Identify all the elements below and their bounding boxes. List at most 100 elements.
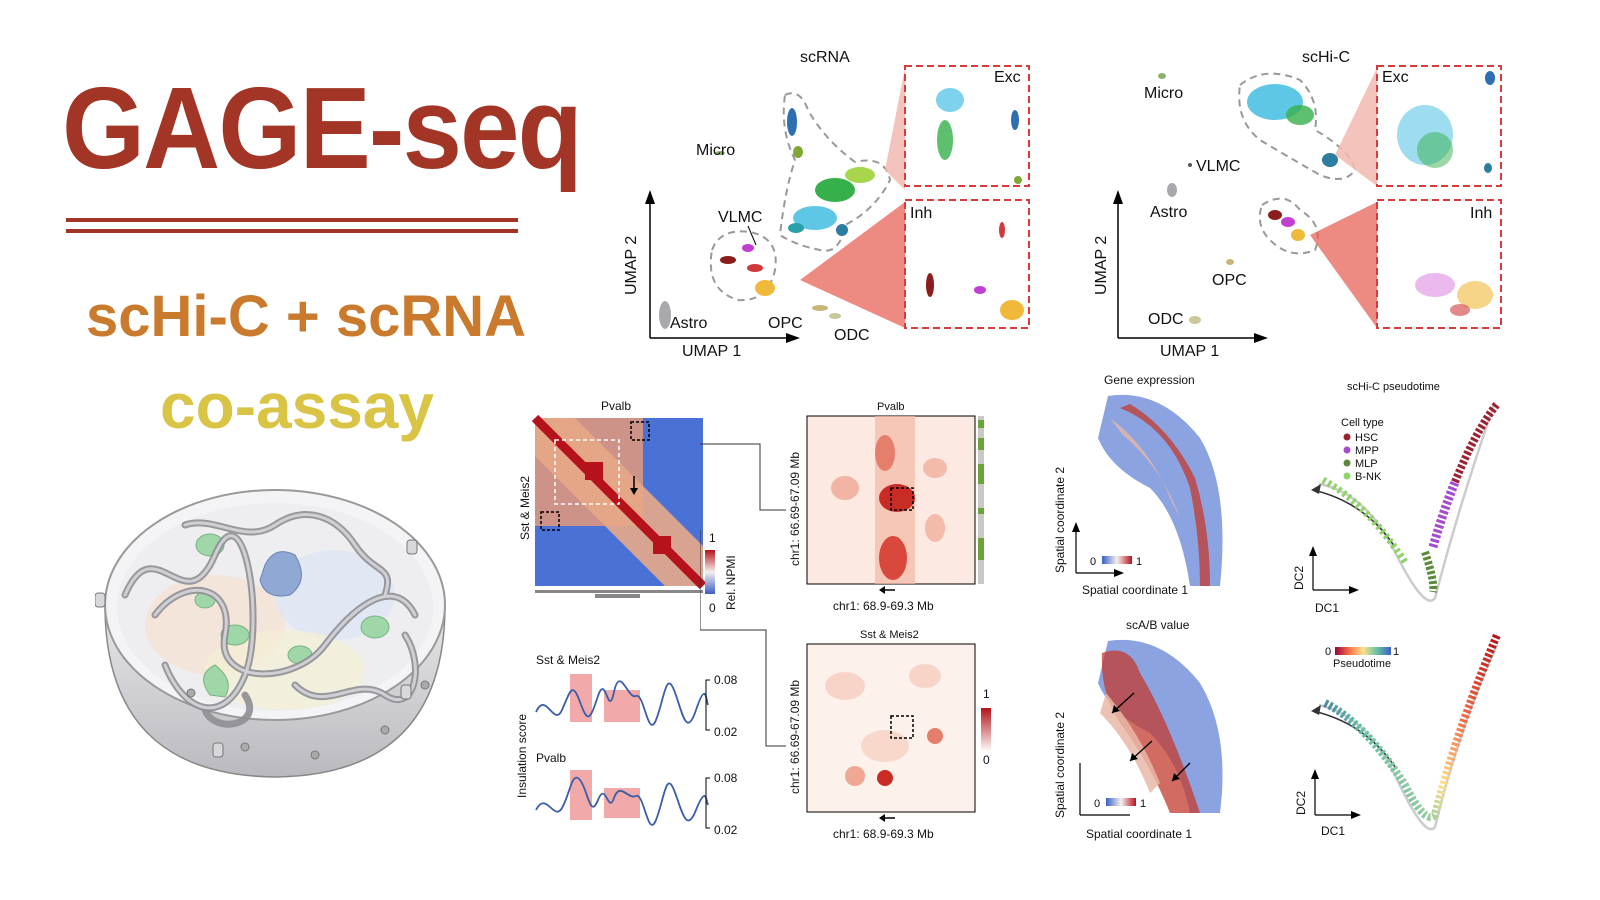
contact-map-ylabel: Sst & Meis2: [518, 476, 532, 540]
umap-schic-label-opc: OPC: [1212, 272, 1247, 289]
pseudotime-cb-min: 0: [1325, 646, 1331, 658]
umap-schic-label-micro: Micro: [1144, 85, 1183, 102]
insulation-ylabel: Insulation score: [515, 714, 529, 798]
zoom-sst-ylabel: chr1: 66.69-67.09 Mb: [788, 680, 802, 794]
legend-label-bnk: B-NK: [1355, 471, 1382, 483]
subtitle-coassay: co-assay: [160, 370, 434, 442]
spatial-ab-ylabel: Spatial coordinate 2: [1053, 712, 1067, 818]
legend-label-mlp: MLP: [1355, 458, 1378, 470]
spatial-gene-ylabel: Spatial coordinate 2: [1053, 467, 1067, 573]
zoom-pvalb-xlabel: chr1: 68.9-69.3 Mb: [833, 599, 934, 613]
insulation-track1-name: Sst & Meis2: [536, 653, 600, 667]
spatial-gene-cb-min: 0: [1090, 556, 1096, 568]
spatial-ab-cb-min: 0: [1094, 798, 1100, 810]
umap-scrna-points: [659, 108, 875, 329]
pseudotime-celltype-ylabel: DC2: [1292, 566, 1306, 590]
zoom-sst-cb-min: 0: [983, 753, 990, 767]
legend-dot-hsc: [1343, 433, 1351, 441]
pseudotime-cb-max: 1: [1393, 646, 1399, 658]
insulation-track1-top: 0.08: [714, 673, 738, 687]
umap-schic-inh-outline: [1258, 197, 1319, 255]
pseudotime-colored-ylabel: DC2: [1294, 791, 1308, 815]
zoom-sst-xlabel: chr1: 68.9-69.3 Mb: [833, 827, 934, 841]
spatial-gene-panel: Gene expression Spatial coordinate 2 Spa…: [1053, 373, 1223, 597]
inh-cluster-outline: [709, 230, 777, 302]
contact-map-cb-label: Rel. NPMI: [724, 555, 738, 610]
umap-schic-xlabel: UMAP 1: [1160, 343, 1219, 360]
legend-label-mpp: MPP: [1355, 445, 1379, 457]
insulation-track2-top: 0.08: [714, 771, 738, 785]
figure-title: GAGE-seq: [62, 63, 583, 193]
legend-dot-bnk: [1343, 472, 1351, 480]
umap-scrna-label-vlmc: VLMC: [718, 209, 762, 226]
umap-scrna-label-odc: ODC: [834, 327, 870, 344]
pseudotime-legend: HSC MPP MLP B-NK: [1343, 432, 1382, 483]
umap-scrna-label-astro: Astro: [670, 315, 707, 332]
umap-schic-label-vlmc: VLMC: [1196, 158, 1240, 175]
legend-label-hsc: HSC: [1355, 432, 1378, 444]
title-rule-bottom: [66, 229, 518, 233]
pseudotime-trajectory: [1323, 633, 1501, 821]
umap-scrna-inset-inh-label: Inh: [910, 205, 932, 222]
umap-scrna-title: scRNA: [800, 49, 850, 66]
spatial-gene-xlabel: Spatial coordinate 1: [1082, 583, 1188, 597]
contact-map-panel: Pvalb Sst & Meis2 1 0 Rel. NPMI: [518, 400, 738, 615]
subtitle-assay: scHi-C + scRNA: [86, 284, 526, 349]
traj-hsc: [1451, 401, 1501, 484]
legend-dot-mpp: [1343, 446, 1351, 454]
pseudotime-celltype-panel: scHi-C pseudotime Cell type HSC MPP MLP …: [1292, 381, 1501, 615]
umap-schic-inset-inh-label: Inh: [1470, 205, 1492, 222]
insulation-track1-bottom: 0.02: [714, 725, 738, 739]
zoom-sst-cb-max: 1: [983, 687, 990, 701]
umap-schic-points: [1158, 73, 1338, 324]
spatial-ab-colorbar: [1106, 798, 1136, 806]
pseudotime-colored-panel: 0 1 Pseudotime DC2 DC1: [1294, 633, 1501, 838]
umap-scrna-label-micro: Micro: [696, 142, 735, 159]
umap-schic-ylabel: UMAP 2: [1093, 236, 1110, 295]
exc-cluster-outline: [778, 92, 892, 252]
pseudotime-colorbar: [1335, 647, 1391, 655]
zoom-pvalb-ylabel: chr1: 66.69-67.09 Mb: [788, 452, 802, 566]
contact-map-colorbar: [705, 550, 715, 594]
insulation-track2-bottom: 0.02: [714, 823, 738, 837]
umap-scrna-label-opc: OPC: [768, 315, 803, 332]
insulation-track1-line: [535, 680, 709, 726]
zoom-pvalb-panel: Pvalb chr1: 66.69-67.09 Mb chr1: 68.9-69…: [788, 401, 984, 613]
zoom-pvalb-title: Pvalb: [877, 401, 905, 413]
umap-schic-label-odc: ODC: [1148, 311, 1184, 328]
insulation-panel: Insulation score Sst & Meis2 0.08 0.02 P…: [515, 653, 738, 837]
umap-schic-panel: scHi-C UMAP 1 UMAP 2 Micro VLMC Astro OP…: [1093, 49, 1502, 360]
umap-schic-title: scHi-C: [1302, 49, 1350, 66]
traj-mlp: [1421, 550, 1438, 593]
umap-schic-label-astro: Astro: [1150, 204, 1187, 221]
umap-scrna-ylabel: UMAP 2: [623, 236, 640, 295]
zoom-sst-title: Sst & Meis2: [860, 629, 919, 641]
spatial-gene-title: Gene expression: [1104, 373, 1195, 387]
spatial-gene-cb-max: 1: [1136, 556, 1142, 568]
zoom-sst-panel: Sst & Meis2 chr1: 66.69-67.09 Mb 1 0 chr…: [788, 629, 991, 841]
spatial-ab-panel: scA/B value Spatial coordinate 2 Spatial…: [1053, 618, 1223, 841]
pseudotime-title: scHi-C pseudotime: [1347, 381, 1440, 393]
title-rule-top: [66, 218, 518, 222]
connector-lines: [700, 443, 786, 747]
spatial-ab-title: scA/B value: [1126, 618, 1190, 632]
umap-scrna-panel: scRNA UMAP 1 UMAP 2 Micro VLMC Astro OPC…: [623, 49, 1030, 360]
traj-mpp: [1428, 480, 1460, 549]
pseudotime-celltype-xlabel: DC1: [1315, 601, 1339, 615]
umap-schic-inset-exc-label: Exc: [1382, 69, 1409, 86]
insulation-track2-name: Pvalb: [536, 751, 566, 765]
umap-schic-exc-outline: [1238, 72, 1357, 180]
legend-dot-mlp: [1343, 459, 1351, 467]
pseudotime-legend-title: Cell type: [1341, 417, 1384, 429]
spatial-ab-xlabel: Spatial coordinate 1: [1086, 827, 1192, 841]
spatial-gene-colorbar: [1102, 556, 1132, 564]
umap-scrna-inset-exc-label: Exc: [994, 69, 1021, 86]
spatial-ab-cb-max: 1: [1140, 798, 1146, 810]
contact-map-title: Pvalb: [601, 400, 631, 413]
spatial-gene-tissue: [1098, 394, 1223, 586]
umap-scrna-inset-exc: [904, 65, 1030, 187]
insulation-track2-line: [535, 776, 709, 826]
pseudotime-cb-label: Pseudotime: [1333, 658, 1391, 670]
contact-map-cb-min: 0: [709, 601, 716, 615]
traj-bnk: [1321, 476, 1408, 564]
